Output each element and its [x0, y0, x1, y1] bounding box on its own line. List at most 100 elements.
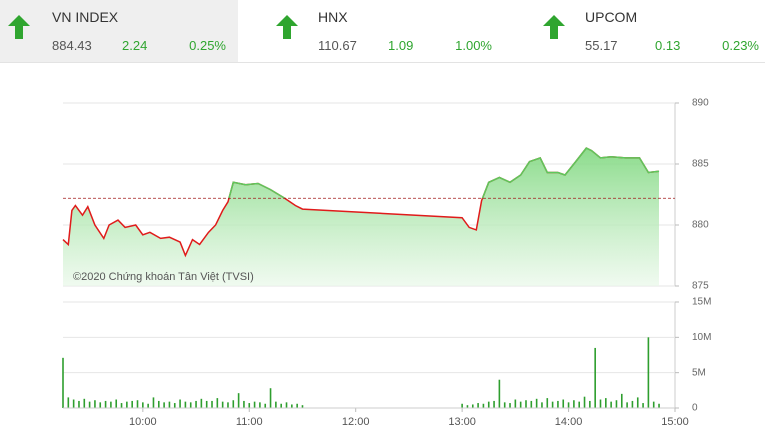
volume-bar — [184, 401, 187, 408]
volume-bar — [88, 401, 91, 408]
volume-bar — [509, 403, 511, 408]
volume-bar — [535, 398, 538, 408]
y-tick-label: 0 — [692, 403, 698, 414]
volume-bar — [605, 398, 607, 408]
volume-bar — [477, 403, 479, 408]
volume-bar — [610, 401, 612, 408]
x-tick-label: 14:00 — [555, 416, 583, 428]
volume-bar — [243, 400, 245, 408]
ticker-change: 2.24 — [122, 38, 148, 53]
divider — [0, 62, 765, 63]
y-tick-label: 15M — [692, 297, 711, 308]
x-tick-label: 12:00 — [342, 416, 370, 428]
volume-bar — [567, 402, 570, 408]
y-tick-label: 890 — [692, 98, 709, 109]
x-tick-label: 10:00 — [129, 416, 157, 428]
volume-bar — [636, 397, 639, 408]
volume-bar — [259, 402, 261, 408]
x-tick-label: 15:00 — [661, 416, 689, 428]
ticker-price: 55.17 — [585, 38, 618, 53]
volume-bar — [530, 400, 533, 408]
ticker-change: 1.09 — [388, 38, 414, 53]
volume-bar — [142, 402, 144, 408]
ticker-name: VN INDEX — [52, 9, 119, 25]
volume-bar — [291, 404, 293, 408]
volume-bar — [482, 403, 485, 408]
volume-bar — [583, 396, 586, 408]
volume-bar — [546, 398, 549, 408]
volume-bar — [126, 401, 128, 408]
volume-bar — [248, 403, 251, 408]
price-line-up — [228, 147, 660, 199]
volume-bar — [461, 403, 463, 408]
volume-bar — [594, 347, 596, 408]
volume-bar — [503, 402, 506, 408]
volume-bar — [237, 393, 240, 408]
watermark: ©2020 Chứng khoán Tân Việt (TVSI) — [73, 271, 254, 283]
volume-bar — [99, 402, 102, 408]
ticker[interactable]: VN INDEX 884.43 2.24 0.25% — [0, 0, 238, 62]
volume-bar — [301, 405, 304, 408]
volume-bar — [296, 403, 298, 408]
volume-bar — [72, 399, 75, 408]
ticker-price: 884.43 — [52, 38, 92, 53]
x-tick-label: 13:00 — [448, 416, 476, 428]
volume-bar — [589, 400, 591, 408]
volume-bar — [104, 400, 107, 408]
volume-bar — [94, 400, 96, 408]
y-tick-label: 875 — [692, 281, 709, 292]
volume-bar — [264, 403, 267, 408]
ticker-change: 0.13 — [655, 38, 681, 53]
volume-bar — [620, 393, 623, 408]
volume-bar — [195, 400, 197, 408]
volume-bar — [578, 401, 581, 408]
volume-bar — [78, 400, 80, 408]
up-arrow — [8, 15, 30, 39]
volume-bar — [652, 401, 655, 408]
volume-bar — [493, 400, 495, 408]
volume-bar — [573, 400, 575, 408]
x-tick-label: 11:00 — [236, 416, 263, 428]
volume-bar — [487, 401, 490, 408]
volume-bar — [471, 404, 474, 408]
volume-bar — [152, 397, 155, 408]
volume-bar — [647, 337, 650, 408]
volume-bar — [131, 400, 133, 408]
volume-bar — [227, 402, 229, 408]
ticker-price: 110.67 — [318, 38, 357, 53]
volume-bar — [658, 403, 660, 408]
ticker[interactable]: HNX 110.67 1.09 1.00% — [268, 0, 504, 62]
volume-bar — [551, 401, 554, 408]
volume-bar — [232, 400, 235, 408]
volume-bar — [562, 399, 565, 408]
volume-bar — [280, 403, 282, 408]
y-tick-label: 10M — [692, 332, 711, 343]
volume-bar — [519, 401, 522, 408]
volume-bar — [626, 402, 628, 408]
volume-bar — [168, 401, 171, 408]
volume-bar — [110, 401, 112, 408]
volume-bar — [269, 388, 272, 408]
volume-bar — [557, 400, 559, 408]
ticker-percent: 0.23% — [722, 38, 759, 53]
volume-bar — [615, 400, 618, 408]
volume-bar — [147, 403, 149, 408]
volume-bar — [157, 400, 160, 408]
volume-bar — [136, 400, 139, 408]
ticker-percent: 0.25% — [189, 38, 226, 53]
volume-bar — [179, 399, 181, 408]
volume-bar — [285, 402, 288, 408]
up-arrow — [543, 15, 565, 39]
volume-bar — [62, 357, 64, 408]
volume-bar — [541, 402, 543, 408]
volume-bar — [173, 403, 176, 408]
volume-bar — [200, 398, 203, 408]
ticker[interactable]: UPCOM 55.17 0.13 0.23% — [535, 0, 765, 62]
volume-bar — [514, 399, 517, 408]
up-arrow — [276, 15, 298, 39]
volume-bar — [163, 402, 165, 408]
y-tick-label: 5M — [692, 367, 706, 378]
volume-bar — [83, 398, 86, 408]
